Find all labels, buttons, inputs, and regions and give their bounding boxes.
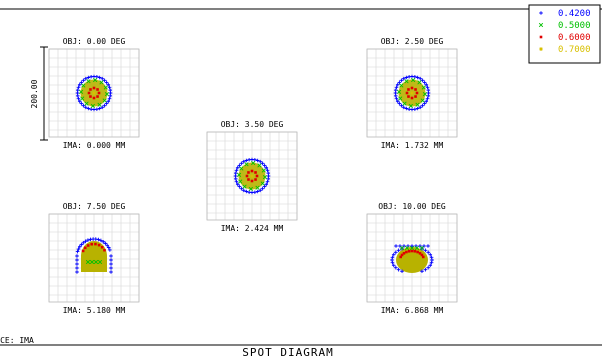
spot-point [426, 88, 430, 92]
spot-point [93, 97, 96, 100]
spot-point [405, 251, 408, 254]
spot-point [108, 88, 112, 92]
spot-point [82, 250, 85, 253]
spot-pattern [234, 158, 271, 195]
field-panel: OBJ: 2.50 DEG IMA: 1.732 MM [367, 37, 457, 150]
spot-point [394, 244, 398, 248]
spot-point [266, 171, 270, 175]
spot-point [406, 92, 409, 95]
surface-label: SURFACE: IMA [0, 336, 34, 345]
spot-point [394, 266, 398, 270]
spot-point [246, 175, 249, 178]
spot-point [251, 180, 254, 183]
spot-point [411, 250, 414, 253]
spot-point [394, 251, 398, 255]
image-height-label: IMA: 5.180 MM [63, 306, 126, 315]
spot-point [108, 94, 112, 98]
object-field-label: OBJ: 7.50 DEG [63, 202, 126, 211]
image-height-label: IMA: 0.000 MM [63, 141, 126, 150]
spot-point [426, 94, 430, 98]
spot-point [247, 178, 250, 181]
spot-point [247, 190, 251, 194]
legend-label: 0.5000 [558, 21, 591, 31]
object-field-label: OBJ: 10.00 DEG [378, 202, 446, 211]
spot-point [93, 87, 96, 90]
spot-point [426, 244, 430, 248]
spot-pattern [394, 75, 431, 112]
field-panel: OBJ: 7.50 DEG IMA: 5.180 MM [49, 202, 139, 315]
legend-label: 0.6000 [558, 33, 591, 43]
spot-point [251, 170, 254, 173]
field-panel: OBJ: 10.00 DEG IMA: 6.868 MM [367, 202, 457, 315]
spot-point [414, 95, 417, 98]
spot-pattern [76, 75, 113, 112]
spot-point [411, 87, 414, 90]
spot-point [96, 88, 99, 91]
spot-point [426, 266, 430, 270]
scale-bar-label: 200.00 [30, 79, 39, 108]
spot-point [87, 244, 90, 247]
scale-bar: 200.00 [30, 47, 48, 140]
spot-point [84, 247, 87, 250]
spot-point [416, 92, 419, 95]
legend-marker [539, 47, 543, 51]
spot-point [254, 171, 257, 174]
object-field-label: OBJ: 0.00 DEG [63, 37, 126, 46]
spot-point [234, 171, 238, 175]
spot-fill [81, 241, 107, 272]
object-field-label: OBJ: 2.50 DEG [381, 37, 444, 46]
spot-point [413, 75, 417, 79]
image-height-label: IMA: 2.424 MM [221, 224, 284, 233]
spot-point [256, 175, 259, 178]
legend-marker [540, 36, 543, 39]
spot-point [422, 256, 425, 259]
spot-point [407, 88, 410, 91]
spot-point [407, 107, 411, 111]
legend-label: 0.7000 [558, 45, 591, 55]
spot-point [96, 95, 99, 98]
spot-point [88, 92, 91, 95]
spot-point [94, 237, 98, 241]
spot-point [408, 250, 411, 253]
spot-point [426, 251, 430, 255]
spot-point [250, 174, 254, 178]
spot-point [103, 249, 106, 252]
spot-point [407, 95, 410, 98]
spot-point [101, 246, 104, 249]
spot-point [266, 177, 270, 181]
spot-point [414, 250, 417, 253]
spot-point [253, 158, 257, 162]
spot-point [76, 88, 80, 92]
image-height-label: IMA: 1.732 MM [381, 141, 444, 150]
spot-point [94, 243, 97, 246]
chart-title: SPOT DIAGRAM [242, 346, 333, 357]
spot-point [95, 75, 99, 79]
legend: 0.4200 0.5000 0.6000 0.7000 [529, 5, 600, 63]
spot-point [414, 88, 417, 91]
spot-point [89, 107, 93, 111]
spot-point [411, 97, 414, 100]
spot-point [394, 88, 398, 92]
spot-pattern [75, 237, 113, 274]
spot-point [89, 88, 92, 91]
spot-point [92, 91, 96, 95]
spot-point [403, 252, 406, 255]
object-field-label: OBJ: 3.50 DEG [221, 120, 284, 129]
legend-label: 0.4200 [558, 9, 591, 19]
spot-point [416, 251, 419, 254]
spot-point [90, 243, 93, 246]
image-height-label: IMA: 6.868 MM [381, 306, 444, 315]
spot-point [247, 171, 250, 174]
spot-point [254, 178, 257, 181]
field-panel: OBJ: 3.50 DEG IMA: 2.424 MM [207, 120, 297, 233]
spot-point [98, 92, 101, 95]
field-panel: OBJ: 0.00 DEG IMA: 0.000 MM [49, 37, 139, 150]
spot-point [410, 91, 414, 95]
spot-point [98, 244, 101, 247]
spot-pattern [390, 244, 434, 273]
spot-point [89, 95, 92, 98]
